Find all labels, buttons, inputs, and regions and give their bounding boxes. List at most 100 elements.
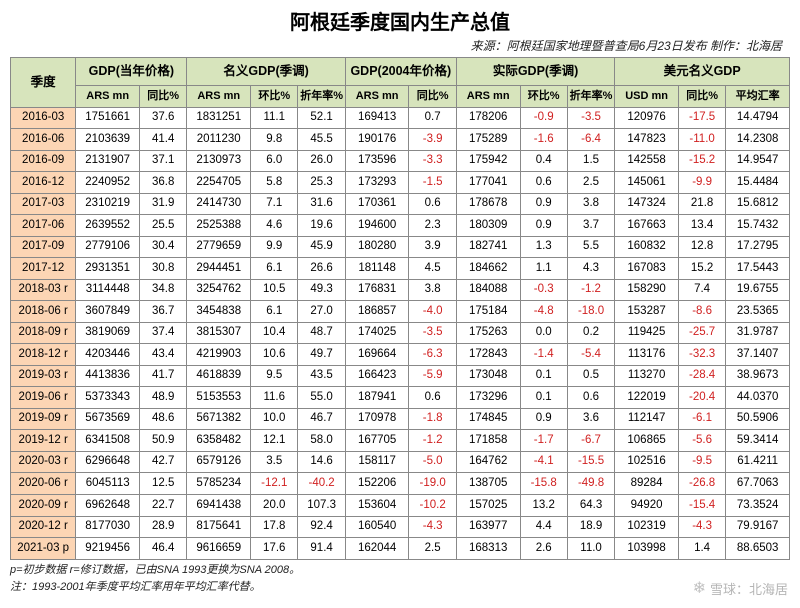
- cell: 186857: [345, 301, 409, 323]
- table-row: 2016-12224095236.822547055.825.3173293-1…: [11, 172, 790, 194]
- cell: 41.7: [140, 365, 187, 387]
- cell: -1.2: [567, 279, 614, 301]
- cell: 36.7: [140, 301, 187, 323]
- cell: 180280: [345, 236, 409, 258]
- cell: 190176: [345, 129, 409, 151]
- page-title: 阿根廷季度国内生产总值: [10, 6, 790, 35]
- cell: 2639552: [76, 215, 140, 237]
- cell: 31.9787: [726, 322, 790, 344]
- watermark-text: 雪球：北海居: [710, 579, 788, 598]
- cell: 0.5: [567, 365, 614, 387]
- cell: -20.4: [678, 387, 725, 409]
- cell: 52.1: [298, 107, 345, 129]
- cell: 2018-03 r: [11, 279, 76, 301]
- cell: 49.7: [298, 344, 345, 366]
- cell: 25.5: [140, 215, 187, 237]
- col-sub: ARS mn: [76, 85, 140, 107]
- cell: 13.2: [520, 495, 567, 517]
- cell: 0.9: [520, 215, 567, 237]
- cell: 153604: [345, 495, 409, 517]
- cell: 3114448: [76, 279, 140, 301]
- footnote-2: 注：1993-2001年季度平均汇率用年平均汇率代替。: [10, 580, 790, 595]
- cell: 15.4484: [726, 172, 790, 194]
- cell: 2.3: [409, 215, 456, 237]
- cell: -6.1: [678, 408, 725, 430]
- cell: 152206: [345, 473, 409, 495]
- cell: 79.9167: [726, 516, 790, 538]
- cell: 194600: [345, 215, 409, 237]
- cell: 0.9: [520, 408, 567, 430]
- cell: 5671382: [187, 408, 251, 430]
- cell: 17.6: [251, 538, 298, 560]
- cell: -25.7: [678, 322, 725, 344]
- cell: 15.2: [678, 258, 725, 280]
- cell: 173296: [456, 387, 520, 409]
- col-sub: ARS mn: [345, 85, 409, 107]
- col-sub: ARS mn: [187, 85, 251, 107]
- cell: 4203446: [76, 344, 140, 366]
- cell: 14.2308: [726, 129, 790, 151]
- cell: 1.5: [567, 150, 614, 172]
- cell: 2310219: [76, 193, 140, 215]
- cell: 107.3: [298, 495, 345, 517]
- table-row: 2019-12 r634150850.9635848212.158.016770…: [11, 430, 790, 452]
- cell: 4.5: [409, 258, 456, 280]
- col-sub: 环比%: [251, 85, 298, 107]
- cell: 48.7: [298, 322, 345, 344]
- cell: 59.3414: [726, 430, 790, 452]
- cell: 2018-06 r: [11, 301, 76, 323]
- cell: -1.4: [520, 344, 567, 366]
- cell: 64.3: [567, 495, 614, 517]
- cell: 9.9: [251, 236, 298, 258]
- cell: 12.8: [678, 236, 725, 258]
- cell: 2019-12 r: [11, 430, 76, 452]
- cell: -49.8: [567, 473, 614, 495]
- cell: 178206: [456, 107, 520, 129]
- cell: -18.0: [567, 301, 614, 323]
- cell: 4.6: [251, 215, 298, 237]
- cell: -4.3: [409, 516, 456, 538]
- table-row: 2018-06 r360784936.734548386.127.0186857…: [11, 301, 790, 323]
- cell: 27.0: [298, 301, 345, 323]
- cell: -26.8: [678, 473, 725, 495]
- cell: 173048: [456, 365, 520, 387]
- cell: 55.0: [298, 387, 345, 409]
- cell: 0.6: [567, 387, 614, 409]
- cell: 43.5: [298, 365, 345, 387]
- cell: 30.8: [140, 258, 187, 280]
- cell: 6.0: [251, 150, 298, 172]
- table-row: 2016-09213190737.121309736.026.0173596-3…: [11, 150, 790, 172]
- col-sub: 平均汇率: [726, 85, 790, 107]
- cell: 167663: [615, 215, 679, 237]
- cell: 8175641: [187, 516, 251, 538]
- col-group: 名义GDP(季调): [187, 58, 345, 86]
- cell: 2020-12 r: [11, 516, 76, 538]
- cell: 50.5906: [726, 408, 790, 430]
- cell: 163977: [456, 516, 520, 538]
- cell: 28.9: [140, 516, 187, 538]
- cell: 2016-03: [11, 107, 76, 129]
- cell: 2017-09: [11, 236, 76, 258]
- cell: 6296648: [76, 451, 140, 473]
- cell: 175263: [456, 322, 520, 344]
- cell: 10.5: [251, 279, 298, 301]
- footnote-1: p=初步数据 r=修订数据，已由SNA 1993更换为SNA 2008。: [10, 563, 790, 578]
- col-quarter: 季度: [11, 58, 76, 108]
- cell: 174845: [456, 408, 520, 430]
- cell: 106865: [615, 430, 679, 452]
- cell: 142558: [615, 150, 679, 172]
- cell: -6.3: [409, 344, 456, 366]
- col-sub: 同比%: [409, 85, 456, 107]
- cell: 4413836: [76, 365, 140, 387]
- cell: 46.7: [298, 408, 345, 430]
- cell: 37.6: [140, 107, 187, 129]
- cell: -1.6: [520, 129, 567, 151]
- cell: 167083: [615, 258, 679, 280]
- cell: 1831251: [187, 107, 251, 129]
- cell: 37.1407: [726, 344, 790, 366]
- cell: 5785234: [187, 473, 251, 495]
- cell: 2016-12: [11, 172, 76, 194]
- cell: 3254762: [187, 279, 251, 301]
- cell: 11.6: [251, 387, 298, 409]
- cell: -10.2: [409, 495, 456, 517]
